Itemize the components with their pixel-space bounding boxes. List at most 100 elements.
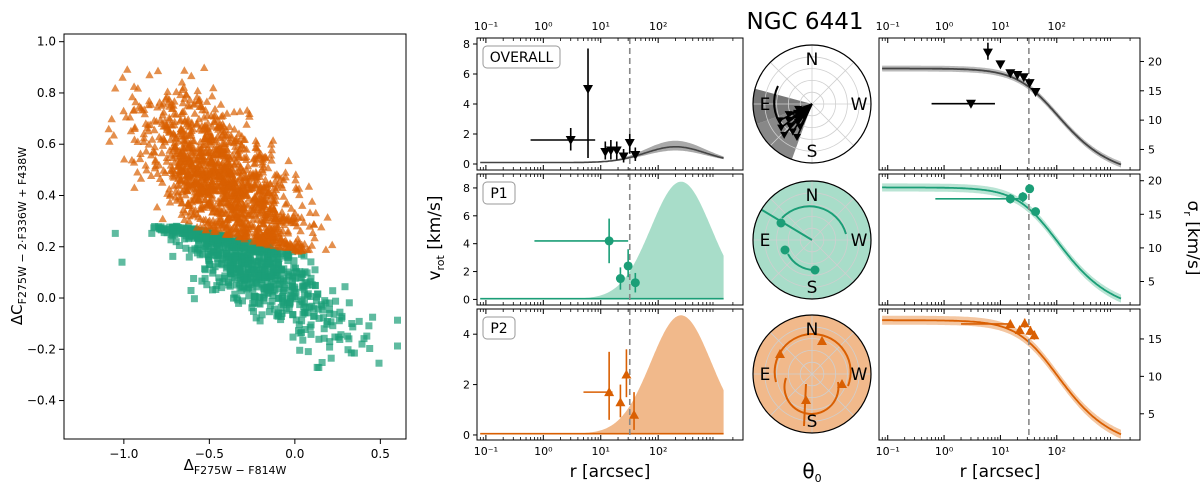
p2-triangle [284,215,293,224]
p2-triangle [242,155,251,163]
p2-triangle [136,149,145,157]
p2-triangle [258,220,268,228]
p2-triangle [272,182,282,190]
p1-square [267,247,275,255]
p2-triangle [172,87,181,96]
p2-triangle [162,153,172,161]
panel-frame [878,308,1141,441]
sigma-y-label: σr [km/s] [1181,201,1200,276]
p1-square [329,322,337,330]
p2-triangle [126,126,136,135]
p2-triangle [304,245,314,253]
y-tick-label: 10 [1148,114,1162,127]
p1-square [266,302,274,310]
p2-triangle [266,151,276,159]
p2-triangle [247,207,256,215]
p2-triangle [174,188,183,196]
y-tick-label: 4 [463,328,470,341]
p1-square [245,292,253,300]
y-tick-label: 20 [1148,55,1162,68]
p2-triangle [269,198,279,207]
p2-triangle [305,222,314,230]
p1-square [313,293,320,301]
p2-triangle [249,237,258,245]
p2-triangle [135,154,145,163]
polar-arc [773,333,852,387]
y-tick-label: 0.2 [37,240,56,254]
p1-square [187,228,195,236]
p1-square [250,307,257,315]
p2-triangle [291,245,300,254]
polar-marker [810,265,820,275]
p2-triangle [258,160,267,168]
panel-label-box [482,181,516,205]
p2-triangle [243,201,253,209]
p2-triangle [178,199,187,207]
data-point [629,409,640,419]
compass-s: S [807,142,818,162]
p2-triangle [267,192,276,200]
polar-marker [775,349,785,358]
y-tick-label: 0 [463,429,470,442]
compass-e: E [760,231,771,251]
p2-triangle [321,245,331,253]
p2-triangle [148,135,157,143]
p1-square [209,286,216,294]
model-line [882,67,1122,166]
p1-square [269,292,277,300]
p2-triangle [207,111,216,119]
p1-square [236,267,244,275]
p1-square [320,334,328,342]
p2-triangle [244,185,253,193]
p2-triangle [175,170,184,178]
y-tick-label: 8 [463,182,470,195]
scatter-panel: −1.0 −0.5 0.0 0.5 −0.4 −0.2 0.0 0.2 0.4 0.6 0.8 1.0… [8,33,407,477]
polar-grid-spoke [811,103,855,147]
p2-triangle [186,128,195,136]
p1-square [345,335,353,343]
y-tick-label: 5 [1148,408,1155,421]
p1-square [225,243,232,251]
polar-grid-spoke [769,373,813,417]
p1-square [214,233,222,241]
p1-square [317,301,325,309]
p2-triangle [129,82,139,90]
p1-square [274,258,282,266]
p2-triangle [208,153,217,161]
p1-square [278,294,286,302]
p1-square [358,340,366,348]
p1-square [200,244,208,252]
p2-triangle [176,115,185,123]
p2-triangle [163,87,172,95]
p2-triangle [187,181,196,189]
polar-vector [803,383,807,427]
p2-triangle [309,220,319,228]
p2-triangle [248,215,258,223]
polar-grid-spoke [811,61,855,105]
scatter-frame [63,33,407,440]
p2-triangle [200,63,209,71]
p2-triangle [150,163,160,172]
compass-w: W [851,95,868,115]
y-tick-label: −0.4 [27,394,56,408]
p2-triangle [251,198,261,206]
p2-triangle [216,199,225,207]
p2-triangle [144,140,153,148]
p2-triangle [175,181,184,190]
p1-square [278,309,286,317]
p2-triangle [235,107,245,115]
p1-square [241,258,249,266]
p1-square [260,297,268,305]
p1-square [239,274,247,282]
p2-triangle [163,189,172,197]
p2-triangle [223,222,232,230]
p1-square [275,295,282,302]
p1-square [268,297,276,305]
p2-triangle [217,221,227,229]
p2-triangle [200,179,209,187]
p2-triangle [202,97,212,105]
p2-triangle [157,148,167,157]
data-point [611,146,622,156]
p2-triangle [237,131,246,140]
